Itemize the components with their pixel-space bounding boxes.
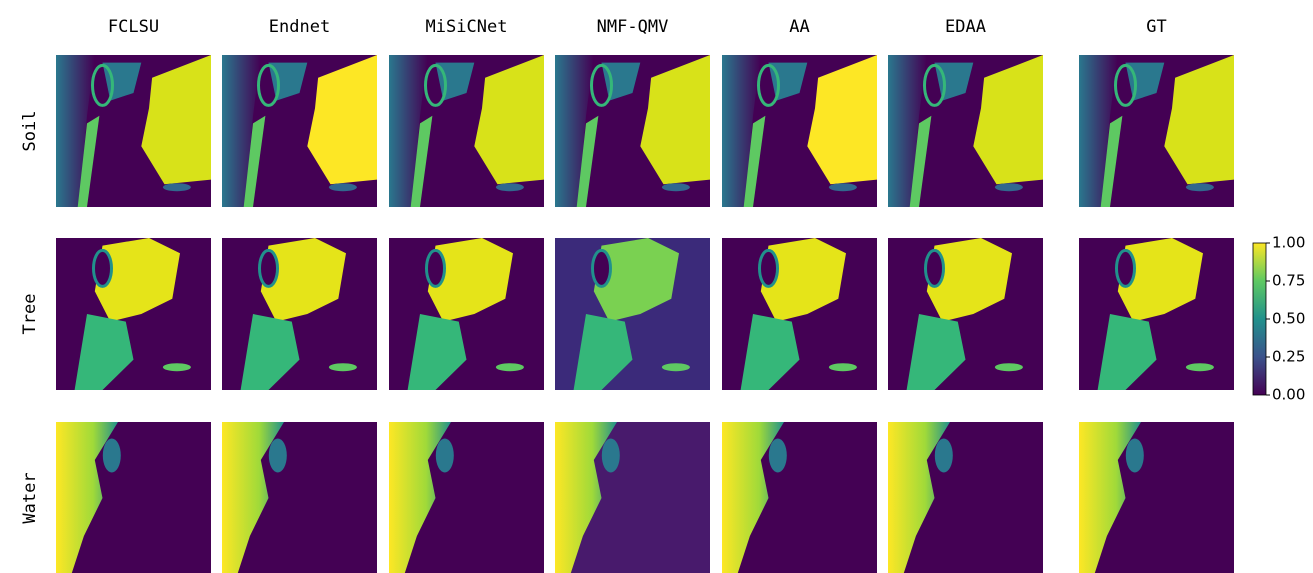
abundance-map [56,238,211,390]
map-region [436,438,454,472]
map-region [1186,363,1214,371]
abundance-map [722,422,877,573]
map-region [995,363,1023,371]
row-label: Tree [20,294,40,335]
abundance-map [389,238,544,390]
column-title: GT [1146,17,1166,37]
map-region [496,363,524,371]
map-region [662,363,690,371]
abundance-map [555,422,710,573]
abundance-map [1079,238,1234,390]
abundance-map [1079,55,1234,207]
abundance-map [722,238,877,390]
abundance-map [722,55,877,207]
column-title: Endnet [269,17,330,37]
column-title: EDAA [945,17,986,37]
map-region [935,438,953,472]
abundance-map [389,55,544,207]
abundance-map [1079,422,1234,573]
colorbar-tick-label: 0.00 [1272,386,1305,404]
map-region [163,363,191,371]
map-region [1186,183,1214,191]
column-title: NMF-QMV [597,17,669,37]
abundance-map [56,55,211,207]
map-region [496,183,524,191]
colorbar-tick-label: 1.00 [1272,234,1305,252]
map-region [1126,438,1144,472]
map-region [769,438,787,472]
map-region [94,250,112,286]
map-region [1117,250,1135,286]
map-region [926,250,944,286]
map-region [995,183,1023,191]
colorbar-tick-label: 0.50 [1272,310,1305,328]
colorbar [1253,243,1266,395]
abundance-map [56,422,211,573]
map-region [163,183,191,191]
map-region [103,438,121,472]
map-region [427,250,445,286]
colorbar-tick-label: 0.75 [1272,272,1305,290]
map-region [260,250,278,286]
column-title: AA [789,17,809,37]
row-label: Water [20,472,40,523]
column-title: MiSiCNet [426,17,508,37]
figure: FCLSU Endnet MiSiCNet NMF-QMV AA EDAA GT Soil Tr… [0,0,1313,573]
row-label: Soil [20,111,40,152]
colorbar-tick-label: 0.25 [1272,348,1305,366]
panels [56,55,1234,573]
abundance-map [888,238,1043,390]
abundance-map [555,238,710,390]
map-region [602,438,620,472]
abundance-map [389,422,544,573]
map-region [829,363,857,371]
map-region [269,438,287,472]
abundance-map [222,55,377,207]
abundance-map [222,422,377,573]
column-title: FCLSU [108,17,159,37]
map-region [329,363,357,371]
map-region [829,183,857,191]
abundance-map [888,422,1043,573]
abundance-map [888,55,1043,207]
map-region [662,183,690,191]
map-region [593,250,611,286]
map-region [760,250,778,286]
abundance-map [222,238,377,390]
abundance-map [555,55,710,207]
map-region [329,183,357,191]
